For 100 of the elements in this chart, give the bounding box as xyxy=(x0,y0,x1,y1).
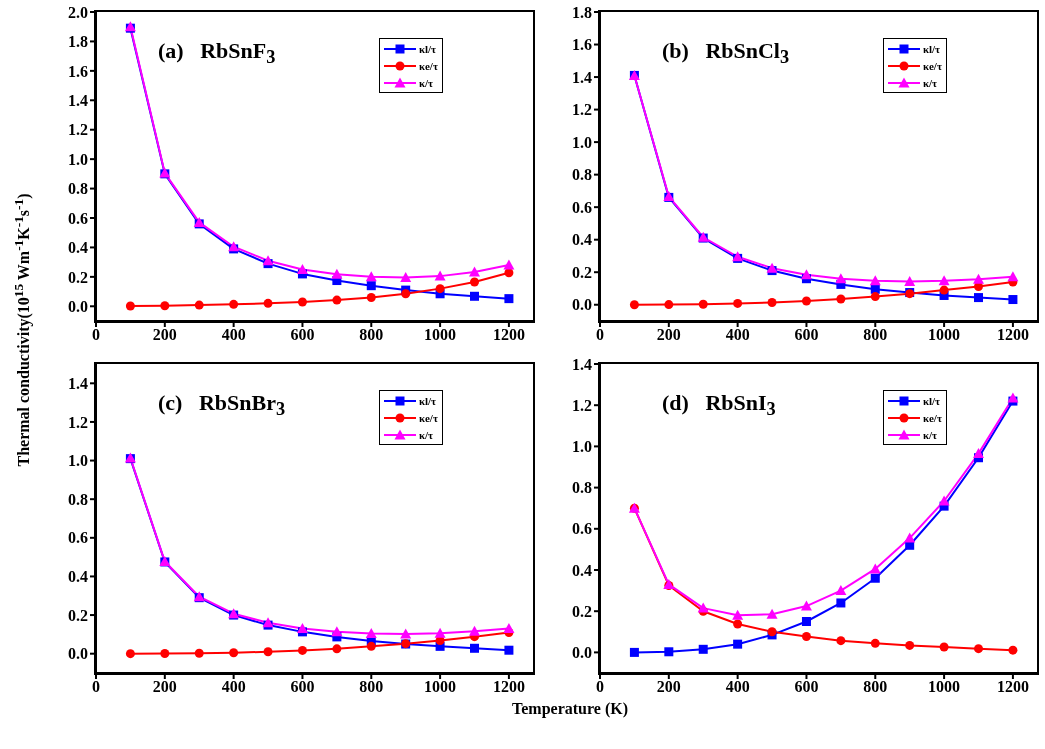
x-tick-label: 0 xyxy=(596,326,604,344)
y-tick-label: 0.8 xyxy=(572,166,592,184)
legend-label: κl/τ xyxy=(418,42,437,55)
y-tick-label: 0.2 xyxy=(68,268,88,286)
x-tick-label: 400 xyxy=(221,678,246,696)
point xyxy=(331,626,343,637)
y-tick-label: 1.4 xyxy=(68,91,88,109)
legend-label: κ/τ xyxy=(418,76,434,89)
y-tick-label: 1.2 xyxy=(572,101,592,119)
x-tick-label: 600 xyxy=(794,326,819,344)
point xyxy=(365,271,377,282)
legend-label: κ/τ xyxy=(922,76,938,89)
y-tick-label: 0.2 xyxy=(572,263,592,281)
point xyxy=(836,294,846,304)
point xyxy=(1008,645,1018,655)
y-tick-label: 0.0 xyxy=(68,645,88,663)
y-tick-label: 2.0 xyxy=(68,3,88,21)
point xyxy=(836,636,846,646)
point xyxy=(1007,392,1019,403)
point xyxy=(262,255,274,266)
point xyxy=(194,648,204,658)
y-tick-label: 1.0 xyxy=(572,438,592,456)
point xyxy=(973,448,984,459)
x-tick-label: 600 xyxy=(290,326,315,344)
point xyxy=(801,617,811,626)
point xyxy=(836,598,846,608)
y-tick-label: 1.2 xyxy=(68,413,88,431)
point xyxy=(800,600,812,611)
point xyxy=(194,300,204,310)
x-tick-label: 1000 xyxy=(424,326,457,344)
point xyxy=(229,648,239,658)
point xyxy=(733,619,743,629)
point xyxy=(503,259,515,270)
point xyxy=(664,300,674,310)
point xyxy=(973,273,984,284)
x-tick-label: 0 xyxy=(92,326,100,344)
point xyxy=(1007,271,1019,282)
point xyxy=(503,623,515,634)
point xyxy=(870,638,880,648)
point xyxy=(698,644,708,654)
y-tick-label: 0.8 xyxy=(68,180,88,198)
x-tick-label: 200 xyxy=(152,326,177,344)
legend-label: κ/τ xyxy=(418,428,434,441)
point xyxy=(767,297,777,307)
legend-label: κl/τ xyxy=(922,394,941,407)
point xyxy=(629,647,639,657)
point xyxy=(160,301,170,311)
point xyxy=(365,628,377,639)
legend-label: κl/τ xyxy=(418,394,437,407)
legend-label: κ/τ xyxy=(922,428,938,441)
point xyxy=(332,644,342,654)
point xyxy=(469,266,480,277)
x-tick-label: 1200 xyxy=(996,678,1029,696)
y-tick-label: 0.0 xyxy=(572,296,592,314)
point xyxy=(263,298,273,308)
point xyxy=(629,300,639,310)
point xyxy=(469,625,480,636)
point xyxy=(939,285,949,295)
point xyxy=(800,269,812,280)
y-tick-label: 0.6 xyxy=(68,529,88,547)
x-tick-label: 1200 xyxy=(492,326,525,344)
y-tick-label: 0.4 xyxy=(68,568,88,586)
point xyxy=(366,281,376,291)
point xyxy=(698,299,708,309)
x-tick-label: 1000 xyxy=(928,678,961,696)
point xyxy=(766,608,778,619)
y-tick-label: 1.8 xyxy=(572,3,592,21)
x-tick-label: 400 xyxy=(725,678,750,696)
point xyxy=(263,647,273,657)
y-tick-label: 1.4 xyxy=(572,68,592,86)
point xyxy=(504,294,514,304)
x-tick-label: 1000 xyxy=(424,678,457,696)
point xyxy=(801,632,811,642)
point xyxy=(869,275,881,286)
legend-label: κe/τ xyxy=(418,59,438,72)
point xyxy=(125,301,135,311)
y-tick-label: 1.6 xyxy=(68,62,88,80)
point xyxy=(470,277,479,287)
y-tick-label: 0.0 xyxy=(68,297,88,315)
point xyxy=(470,291,479,301)
point xyxy=(835,585,847,596)
point xyxy=(366,292,376,302)
annotation: (a) RbSnF$_{3}$ xyxy=(158,38,276,69)
x-tick-label: 0 xyxy=(596,678,604,696)
point xyxy=(401,289,411,299)
point xyxy=(296,623,308,634)
y-tick-label: 0.6 xyxy=(572,198,592,216)
point xyxy=(366,641,376,651)
point xyxy=(470,643,479,653)
y-tick-label: 1.4 xyxy=(572,355,592,373)
y-tick-label: 1.2 xyxy=(572,396,592,414)
point xyxy=(697,602,709,613)
point xyxy=(332,295,342,305)
x-tick-label: 800 xyxy=(359,326,384,344)
x-tick-label: 800 xyxy=(863,678,888,696)
point xyxy=(504,645,514,655)
point xyxy=(904,275,916,286)
y-tick-label: 1.0 xyxy=(572,133,592,151)
y-tick-label: 0.4 xyxy=(572,231,592,249)
x-tick-label: 0 xyxy=(92,678,100,696)
